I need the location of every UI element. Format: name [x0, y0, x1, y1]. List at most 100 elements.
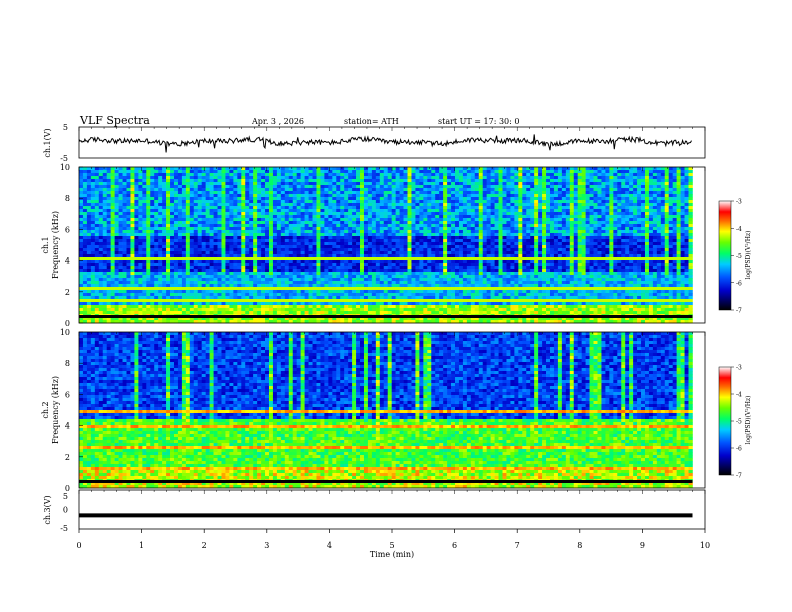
spectrogram-cell: [348, 251, 353, 255]
spectrogram-cell: [466, 221, 472, 225]
spectrogram-cell: [518, 233, 523, 237]
spectrogram-cell: [312, 179, 317, 183]
spectrogram-cell: [110, 200, 115, 204]
spectrogram-cell: [494, 200, 499, 204]
spectrogram-cell: [379, 170, 385, 174]
spectrogram-cell: [462, 194, 468, 198]
spectrogram-cell: [534, 221, 539, 225]
spectrogram-cell: [122, 170, 127, 174]
spectrogram-cell: [411, 167, 416, 171]
spectrogram-cell: [292, 242, 297, 246]
spectrogram-cell: [648, 206, 654, 210]
spectrogram-cell: [205, 209, 210, 213]
spectrogram-cell: [605, 179, 610, 183]
spectrogram-cell: [431, 248, 436, 252]
spectrogram-cell: [403, 200, 408, 204]
spectrogram-cell: [209, 206, 214, 210]
spectrogram-cell: [261, 179, 266, 183]
spectrogram-cell: [173, 185, 179, 189]
spectrogram-cell: [644, 206, 650, 210]
spectrogram-cell: [387, 170, 392, 174]
spectrogram-cell: [166, 233, 171, 237]
spectrogram-cell: [478, 173, 484, 177]
spectrogram-cell: [601, 233, 606, 237]
spectrogram-cell: [308, 212, 313, 216]
spectrogram-cell: [257, 203, 262, 207]
spectrogram-cell: [514, 227, 519, 231]
spectrogram-cell: [229, 167, 234, 171]
spectrogram-cell: [324, 239, 329, 243]
spectrogram-cell: [265, 185, 270, 189]
spectrogram-cell: [122, 230, 127, 234]
spectrogram-cell: [166, 185, 171, 189]
spectrogram-cell: [581, 191, 586, 195]
spectrogram-cell: [344, 230, 349, 234]
spectrogram-cell: [150, 227, 155, 231]
spectrogram-cell: [352, 227, 357, 231]
spectrogram-cell: [217, 224, 222, 228]
spectrogram-cell: [265, 242, 270, 246]
spectrogram-cell: [530, 212, 535, 216]
spectrogram-cell: [344, 239, 349, 243]
spectrogram-cell: [423, 248, 428, 252]
spectrogram-cell: [320, 233, 325, 237]
spectrogram-cell: [276, 218, 282, 222]
spectrogram-cell: [312, 212, 317, 216]
spectrogram-cell: [601, 203, 606, 207]
spectrogram-cell: [597, 203, 602, 207]
spectrogram-cell: [549, 245, 555, 249]
spectrogram-cell: [383, 227, 389, 231]
spectrogram-cell: [106, 194, 111, 198]
spectrogram-cell: [423, 170, 428, 174]
spectrogram-cell: [641, 224, 646, 228]
spectrogram-cell: [225, 203, 230, 207]
spectrogram-cell: [308, 182, 313, 186]
spectrogram-cell: [237, 197, 242, 201]
spectrogram-cell: [300, 257, 305, 261]
spectrogram-cell: [589, 218, 594, 222]
spectrogram-cell: [514, 245, 519, 249]
spectrogram-cell: [122, 221, 127, 225]
spectrogram-cell: [383, 203, 389, 207]
spectrogram-cell: [573, 239, 578, 243]
spectrogram-cell: [134, 200, 139, 204]
spectrogram-cell: [585, 248, 590, 252]
spectrogram-cell: [367, 200, 373, 204]
spectrogram-cell: [530, 188, 535, 192]
spectrogram-cell: [352, 215, 357, 219]
spectrogram-cell: [90, 212, 96, 216]
spectrogram-cell: [102, 200, 108, 204]
spectrogram-cell: [415, 251, 420, 255]
spectrogram-cell: [419, 224, 424, 228]
spectrogram-cell: [118, 200, 123, 204]
spectrogram-cell: [205, 227, 210, 231]
spectrogram-cell: [158, 191, 163, 195]
spectrogram-cell: [197, 179, 202, 183]
spectrogram-cell: [656, 236, 662, 240]
spectrogram-cell: [138, 194, 143, 198]
spectrogram-cell: [332, 227, 337, 231]
spectrogram-cell: [316, 167, 321, 171]
spectrogram-cell: [201, 254, 206, 258]
spectrogram-cell: [292, 215, 297, 219]
spectrogram-cell: [664, 254, 670, 258]
spectrogram-cell: [146, 182, 151, 186]
spectrogram-cell: [462, 236, 468, 240]
spectrogram-cell: [328, 212, 333, 216]
spectrogram-cell: [470, 239, 476, 243]
spectrogram-cell: [356, 248, 361, 252]
spectrogram-cell: [272, 206, 278, 210]
spectrogram-cell: [185, 191, 191, 195]
spectrogram-cell: [427, 218, 432, 222]
spectrogram-cell: [154, 170, 159, 174]
spectrogram-cell: [581, 218, 586, 222]
spectrogram-cell: [557, 245, 563, 249]
spectrogram-cell: [300, 191, 305, 195]
spectrogram-cell: [605, 242, 610, 246]
spectrogram-cell: [411, 212, 416, 216]
spectrogram-cell: [680, 218, 685, 222]
spectrogram-cell: [320, 206, 325, 210]
spectrogram-cell: [458, 212, 464, 216]
spectrogram-cell: [637, 224, 642, 228]
